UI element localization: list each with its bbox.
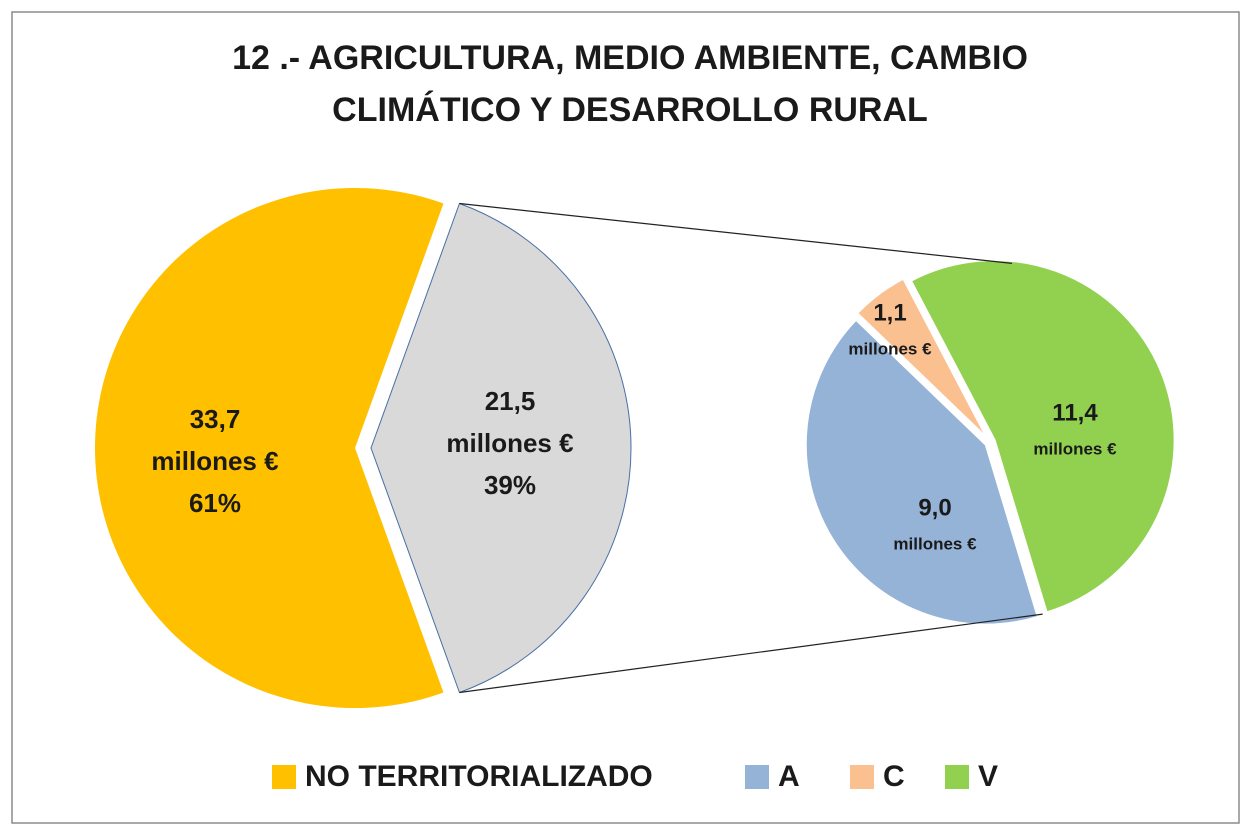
legend-label: V: [978, 760, 998, 793]
legend-label: A: [778, 760, 800, 793]
pie-slice: [909, 259, 1176, 614]
data-label: 11,4: [1052, 399, 1098, 426]
legend-label: C: [883, 760, 905, 793]
pie-slice: [804, 318, 1040, 626]
data-label: 21,5: [485, 386, 536, 416]
data-label: 9,0: [918, 494, 951, 521]
legend-label: NO TERRITORIALIZADO: [305, 760, 653, 793]
data-label: 61%: [189, 488, 241, 518]
data-label: 33,7: [190, 404, 241, 434]
legend-swatch: [945, 765, 969, 789]
data-label: millones €: [893, 534, 977, 553]
legend-swatch: [272, 765, 296, 789]
data-label: millones €: [151, 446, 278, 476]
pie-slice: [94, 188, 444, 709]
pie-slice: [855, 277, 988, 439]
connector-line: [459, 202, 1013, 264]
data-label: 39%: [484, 470, 536, 500]
legend-swatch: [850, 765, 874, 789]
data-label: millones €: [848, 339, 932, 358]
connector-line: [459, 613, 1043, 694]
chart-title: CLIMÁTICO Y DESARROLLO RURAL: [332, 91, 928, 129]
pie-slice: [370, 202, 632, 694]
data-label: millones €: [446, 428, 573, 458]
data-label: millones €: [1033, 439, 1117, 458]
data-label: 1,1: [873, 299, 906, 326]
chart-title: 12 .- AGRICULTURA, MEDIO AMBIENTE, CAMBI…: [232, 39, 1028, 77]
legend-swatch: [745, 765, 769, 789]
